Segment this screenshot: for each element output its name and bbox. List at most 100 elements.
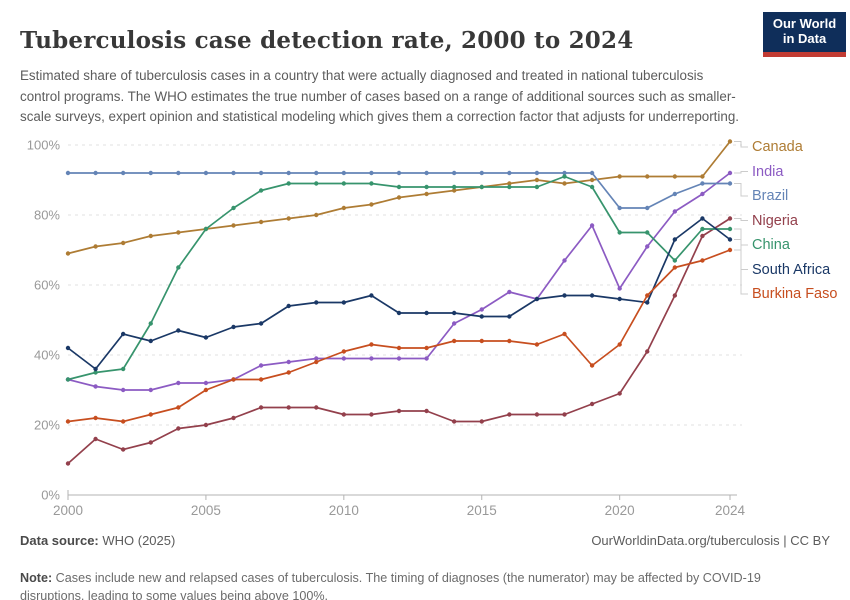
- point-china-2008: [286, 181, 291, 186]
- point-nigeria-2002: [120, 447, 126, 452]
- point-china-2013: [424, 184, 429, 190]
- point-south-africa-2005: [203, 335, 209, 340]
- point-burkina-faso-2011: [369, 342, 374, 347]
- point-india-2001: [93, 384, 98, 389]
- footer-right: OurWorldinData.org/tuberculosis | CC BY: [591, 533, 830, 548]
- point-south-africa-2000: [65, 345, 71, 351]
- point-brazil-2005: [203, 170, 209, 176]
- point-canada-2013: [424, 191, 429, 197]
- point-burkina-faso-2004: [176, 405, 181, 410]
- owid-logo-line2: in Data: [782, 31, 827, 46]
- owid-logo[interactable]: Our World in Data: [763, 12, 846, 57]
- point-burkina-faso-2024: [727, 247, 733, 253]
- point-india-2002: [120, 387, 126, 393]
- point-china-2022: [672, 258, 678, 263]
- point-nigeria-2021: [645, 349, 650, 354]
- point-india-2021: [645, 244, 650, 249]
- point-brazil-2022: [672, 191, 678, 197]
- point-india-2015: [479, 307, 484, 312]
- point-canada-2018: [562, 181, 567, 186]
- point-canada-2003: [148, 233, 153, 239]
- point-burkina-faso-2020: [617, 342, 622, 347]
- point-south-africa-2004: [176, 328, 181, 333]
- x-tick-label-2020: 2020: [605, 503, 635, 518]
- point-nigeria-2009: [314, 405, 319, 410]
- point-india-2023: [700, 191, 705, 197]
- point-canada-2001: [93, 244, 98, 249]
- legend-label-canada[interactable]: Canada: [752, 139, 803, 155]
- point-nigeria-2017: [534, 412, 540, 417]
- note-text: Cases include new and relapsed cases of …: [20, 570, 761, 600]
- data-source-value: WHO (2025): [98, 533, 176, 548]
- y-tick-label-20: 20%: [34, 418, 60, 433]
- point-burkina-faso-2008: [286, 370, 291, 375]
- point-india-2013: [424, 356, 429, 361]
- point-nigeria-2006: [231, 415, 236, 421]
- x-tick-label-2000: 2000: [53, 503, 83, 518]
- legend-connector-india: [734, 171, 748, 174]
- data-source-label: Data source:: [20, 533, 99, 548]
- point-south-africa-2020: [617, 296, 622, 302]
- point-china-2016: [507, 184, 512, 190]
- footer: Data source: WHO (2025) OurWorldinData.o…: [20, 533, 830, 548]
- y-tick-label-100: 100%: [27, 138, 61, 153]
- point-china-2020: [617, 230, 622, 235]
- owid-url-link[interactable]: OurWorldinData.org/tuberculosis: [591, 533, 780, 548]
- point-india-2016: [507, 289, 512, 295]
- legend-label-china[interactable]: China: [752, 237, 790, 253]
- point-brazil-2013: [424, 170, 429, 176]
- point-south-africa-2008: [286, 303, 291, 309]
- point-south-africa-2010: [341, 300, 347, 305]
- point-burkina-faso-2009: [314, 359, 319, 365]
- point-burkina-faso-2014: [451, 338, 457, 344]
- point-brazil-2007: [258, 170, 264, 176]
- point-south-africa-2009: [314, 300, 319, 305]
- license-badge[interactable]: CC BY: [790, 533, 830, 548]
- point-china-2010: [341, 181, 347, 186]
- point-india-2003: [148, 387, 153, 393]
- legend-label-india[interactable]: India: [752, 163, 784, 180]
- point-burkina-faso-2022: [672, 265, 678, 270]
- legend-label-south-africa[interactable]: South Africa: [752, 261, 831, 278]
- point-burkina-faso-2023: [700, 258, 705, 263]
- point-canada-2000: [65, 251, 71, 256]
- legend-label-nigeria[interactable]: Nigeria: [752, 212, 798, 229]
- legend-connector-burkina-faso: [734, 249, 748, 295]
- point-nigeria-2016: [507, 412, 512, 417]
- point-south-africa-2001: [93, 366, 98, 372]
- point-burkina-faso-2012: [396, 345, 402, 351]
- point-burkina-faso-2018: [562, 331, 567, 337]
- point-canada-2022: [672, 174, 678, 179]
- point-india-2020: [617, 286, 622, 291]
- point-nigeria-2015: [479, 419, 484, 424]
- point-china-2012: [396, 184, 402, 190]
- point-burkina-faso-2016: [507, 338, 512, 344]
- point-south-africa-2023: [700, 216, 705, 221]
- point-china-2009: [314, 181, 319, 186]
- point-burkina-faso-2007: [258, 377, 264, 382]
- point-burkina-faso-2002: [120, 419, 126, 424]
- point-brazil-2015: [479, 170, 484, 176]
- point-nigeria-2024: [727, 216, 733, 221]
- legend-label-burkina-faso[interactable]: Burkina Faso: [752, 286, 838, 302]
- point-brazil-2018: [562, 170, 567, 176]
- point-south-africa-2024: [727, 237, 733, 242]
- point-burkina-faso-2001: [93, 415, 98, 421]
- legend-label-brazil[interactable]: Brazil: [752, 188, 789, 204]
- x-tick-label-2010: 2010: [329, 503, 359, 518]
- point-south-africa-2021: [645, 300, 650, 305]
- point-india-2010: [341, 356, 347, 361]
- x-tick-label-2024: 2024: [715, 503, 746, 518]
- point-brazil-2023: [700, 181, 705, 186]
- point-south-africa-2012: [396, 310, 402, 316]
- point-brazil-2011: [369, 170, 374, 176]
- point-china-2015: [479, 184, 484, 190]
- legend-connector-nigeria: [734, 218, 748, 221]
- y-tick-label-40: 40%: [34, 348, 60, 363]
- point-brazil-2016: [507, 170, 512, 176]
- point-south-africa-2016: [507, 314, 512, 319]
- point-burkina-faso-2019: [589, 363, 595, 368]
- point-brazil-2009: [314, 170, 319, 176]
- point-brazil-2021: [645, 205, 650, 211]
